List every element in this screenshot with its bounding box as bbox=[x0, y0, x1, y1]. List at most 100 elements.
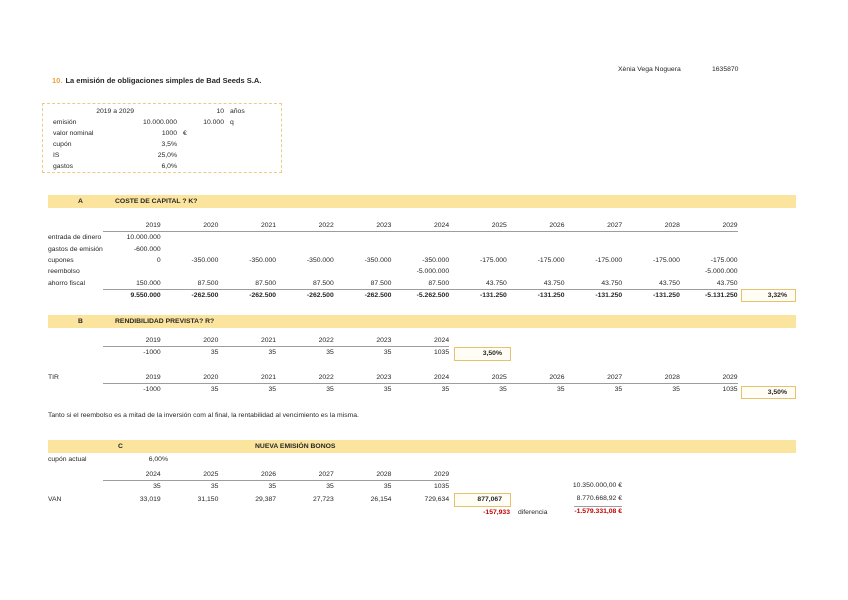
value-cell: 10.000.000 bbox=[126, 234, 161, 242]
table-row: reembolso -5.000.000 -5.000.000 bbox=[48, 266, 738, 277]
data-table: 2019 2020 2021 2022 2023 2024 2025 2026 2027 2028… bbox=[48, 220, 738, 302]
table-corner-label bbox=[48, 469, 103, 481]
value-cell: 35 bbox=[614, 386, 623, 394]
value-cell bbox=[449, 244, 507, 255]
data-table: 2024 2025 2026 2027 2028 2029 35 35 35 35 35 1035 VA… bbox=[48, 469, 450, 506]
value-cell: -350.000 bbox=[422, 257, 450, 265]
value-cell bbox=[276, 244, 334, 255]
value-cell: 35 bbox=[268, 483, 277, 491]
tir-result-cell: 3,50% bbox=[741, 386, 796, 399]
difference-total-value: -1.579.331,08 € bbox=[574, 506, 622, 515]
year-cell: 2025 bbox=[449, 372, 507, 385]
expected-yield-table: 2019 2020 2021 2022 2023 2024 -1000 35 35 35 35 103… bbox=[48, 335, 450, 359]
expected-yield-result-cell: 3,50% bbox=[454, 347, 511, 361]
value-cell bbox=[103, 266, 161, 277]
value-cell bbox=[680, 244, 738, 255]
difference-label: diferencia bbox=[518, 509, 548, 516]
year-cell: 2027 bbox=[564, 220, 623, 233]
param-value-2: 10 bbox=[216, 108, 224, 115]
value-cell bbox=[161, 244, 219, 255]
year-cell: 2028 bbox=[622, 220, 680, 233]
param-row: 2019 a 2029 10 años bbox=[43, 107, 281, 118]
value-cell: -131.250 bbox=[506, 288, 565, 302]
value-cell: -262.500 bbox=[333, 288, 392, 302]
value-cell bbox=[334, 244, 392, 255]
value-cell bbox=[622, 232, 680, 244]
cost-of-capital-result-cell: 3,32% bbox=[741, 289, 796, 302]
value-cell: 87.500 bbox=[312, 279, 334, 287]
value-cell: 87.500 bbox=[428, 279, 450, 287]
year-cell: 2024 bbox=[103, 469, 161, 482]
year-cell: 2020 bbox=[160, 372, 219, 385]
value-cell bbox=[449, 232, 507, 244]
value-cell bbox=[334, 266, 392, 277]
value-cell: -600.000 bbox=[133, 245, 161, 253]
value-cell: 1035 bbox=[722, 386, 738, 394]
row-label: gastos de emisión bbox=[48, 245, 103, 253]
value-cell bbox=[218, 244, 276, 255]
year-cell: 2029 bbox=[391, 469, 450, 482]
param-label: cupón bbox=[53, 141, 72, 149]
table-corner-label bbox=[48, 220, 103, 232]
value-cell: 35 bbox=[268, 349, 277, 357]
nominal-total-value: 10.350.000,00 € bbox=[572, 482, 622, 489]
row-label bbox=[48, 289, 103, 301]
value-cell: -5.131.250 bbox=[679, 288, 738, 302]
actual-total-value: 8.770.668,92 € bbox=[576, 495, 622, 502]
value-cell: 87.500 bbox=[370, 279, 392, 287]
row-label: reembolso bbox=[48, 268, 80, 276]
param-row: IS 25,0% bbox=[43, 151, 281, 162]
year-cell: 2024 bbox=[391, 220, 450, 233]
value-cell bbox=[565, 232, 623, 244]
value-cell: 35 bbox=[326, 386, 334, 394]
value-cell: 150.000 bbox=[136, 279, 161, 287]
table-corner-label bbox=[48, 335, 103, 347]
value-cell: -131.250 bbox=[622, 288, 680, 302]
value-cell: 43.750 bbox=[601, 279, 623, 287]
value-cell bbox=[449, 266, 507, 277]
year-cell: 2028 bbox=[622, 372, 680, 385]
cost-of-capital-table: 2019 2020 2021 2022 2023 2024 2025 2026 2027 2028… bbox=[48, 220, 738, 302]
year-cell: 2024 bbox=[391, 335, 450, 348]
table-row: -1000 35 35 35 35 1035 bbox=[48, 347, 449, 359]
conclusion-note: Tanto si el reembolso es a mitad de la i… bbox=[48, 412, 359, 419]
value-cell bbox=[565, 244, 623, 255]
student-name: Xènia Vega Noguera bbox=[618, 66, 681, 73]
value-cell bbox=[507, 266, 565, 277]
param-label: valor nominal bbox=[53, 130, 94, 138]
year-cell: 2022 bbox=[276, 220, 334, 233]
section-c-title: NUEVA EMISIÓN BONOS bbox=[255, 443, 336, 450]
value-cell bbox=[680, 232, 738, 244]
section-a-header: A COSTE DE CAPITAL ? K? bbox=[48, 195, 796, 208]
year-header-row: 2019 2020 2021 2022 2023 2024 2025 2026 2027 2028… bbox=[48, 220, 738, 233]
param-unit-2: años bbox=[230, 108, 245, 115]
value-cell: 1035 bbox=[434, 483, 450, 491]
row-label bbox=[48, 481, 103, 493]
param-row: gastos 6,0% bbox=[43, 162, 281, 173]
value-cell bbox=[334, 232, 392, 244]
table-row: 9.550.000 -262.500 -262.500 -262.500 -262.50… bbox=[48, 288, 738, 302]
table-row: entrada de dinero 10.000.000 bbox=[48, 232, 738, 244]
table-row: 35 35 35 35 35 1035 bbox=[48, 481, 449, 493]
value-cell: 729,634 bbox=[424, 495, 450, 503]
value-cell: -1000 bbox=[143, 349, 161, 357]
row-label bbox=[48, 384, 103, 396]
param-label: gastos bbox=[53, 163, 74, 171]
value-cell: 35 bbox=[556, 386, 565, 394]
year-cell: 2023 bbox=[333, 372, 392, 385]
param-value: 1000 bbox=[161, 130, 177, 138]
student-id: 1635870 bbox=[712, 66, 739, 73]
value-cell: -175.000 bbox=[653, 257, 680, 265]
value-cell: 35 bbox=[210, 483, 219, 491]
year-header-row: 2024 2025 2026 2027 2028 2029 bbox=[48, 469, 450, 482]
value-cell: 35 bbox=[441, 386, 450, 394]
value-cell: -5.000.000 bbox=[416, 268, 450, 276]
value-cell: -175.000 bbox=[479, 257, 507, 265]
table-row: ahorro fiscal 150.000 87.500 87.500 87.500 87… bbox=[48, 277, 738, 289]
param-label: emisión bbox=[53, 119, 77, 127]
year-cell: 2029 bbox=[679, 372, 738, 385]
table-row: gastos de emisión -600.000 bbox=[48, 244, 738, 255]
year-cell: 2020 bbox=[160, 335, 219, 348]
tir-table: TIR 2019 2020 2021 2022 2023 2024 2025 2026 2027 2… bbox=[48, 372, 738, 396]
